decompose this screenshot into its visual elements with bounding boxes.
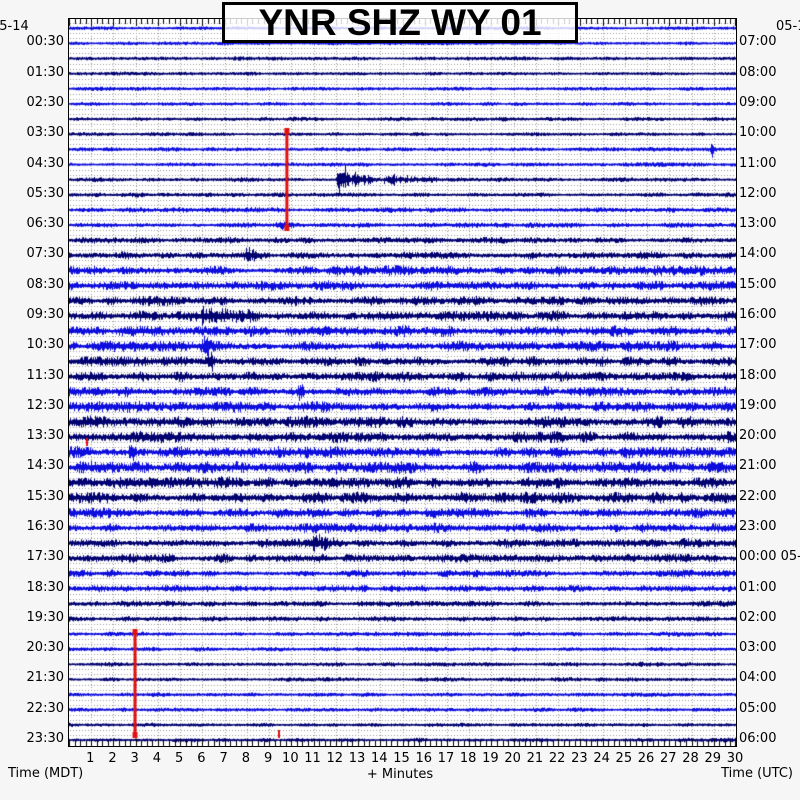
- right-time-label: 03:00: [739, 640, 777, 656]
- minute-label: 2: [108, 751, 117, 766]
- right-time-label: 01:00: [739, 579, 777, 595]
- minute-label: 7: [219, 751, 228, 766]
- left-time-label: 02:30: [26, 94, 64, 110]
- right-time-label: 08:00: [739, 64, 777, 80]
- right-time-label: 19:00: [739, 397, 777, 413]
- minute-label: 10: [282, 751, 299, 766]
- right-time-label: 07:00: [739, 34, 777, 50]
- left-axis-caption: Time (MDT): [8, 766, 84, 781]
- minute-label: 6: [197, 751, 206, 766]
- minute-label: 1: [86, 751, 95, 766]
- station-title-box: YNR SHZ WY 01: [222, 2, 578, 43]
- minute-label: 30: [726, 751, 744, 766]
- bottom-axis-caption: + Minutes: [366, 767, 434, 782]
- right-time-label: 04:00: [739, 670, 777, 686]
- left-time-label: 22:30: [26, 700, 64, 716]
- left-time-label: 05:30: [26, 185, 64, 201]
- left-time-label: 08:30: [26, 276, 64, 292]
- minute-label: 28: [682, 751, 699, 766]
- right-time-label: 13:00: [739, 216, 777, 232]
- minute-label: 21: [526, 751, 544, 766]
- minute-label: 24: [593, 751, 610, 766]
- minute-label: 4: [152, 751, 162, 766]
- minute-label: 22: [548, 751, 566, 766]
- minute-label: 20: [504, 751, 521, 766]
- minute-label: 8: [241, 751, 250, 766]
- date-top-right: 05-14: [776, 19, 800, 34]
- right-time-label: 21:00: [739, 458, 777, 474]
- left-time-label: 17:30: [26, 549, 64, 565]
- right-time-label: 18:00: [739, 367, 777, 383]
- minute-label: 27: [660, 751, 677, 766]
- left-time-label: 04:30: [26, 155, 64, 171]
- left-time-label: 07:30: [26, 246, 64, 262]
- right-time-label: 09:00: [739, 94, 777, 110]
- minute-label: 15: [393, 751, 410, 766]
- left-time-label: 13:30: [26, 428, 64, 444]
- left-time-label: 01:30: [26, 64, 64, 80]
- right-time-label: 10:00: [739, 125, 777, 141]
- minute-label: 3: [130, 751, 139, 766]
- right-time-label: 20:00: [739, 428, 777, 444]
- minute-label: 23: [571, 751, 588, 766]
- right-time-label: 06:00: [739, 731, 777, 747]
- minute-label: 5: [175, 751, 184, 766]
- left-time-label: 11:30: [26, 367, 64, 383]
- right-time-label: 14:00: [739, 246, 777, 262]
- left-time-label: 00:30: [26, 34, 64, 50]
- left-time-label: 03:30: [26, 125, 64, 141]
- minute-label: 18: [459, 751, 477, 766]
- right-axis-caption: Time (UTC): [721, 766, 793, 781]
- seismogram-canvas: [69, 19, 736, 746]
- page-title: YNR SHZ WY 01: [258, 1, 542, 43]
- date-top-left: 05-14: [0, 19, 29, 34]
- minute-label: 12: [326, 751, 344, 766]
- minute-label: 19: [482, 751, 499, 766]
- right-time-label: 05:00: [739, 700, 777, 716]
- minute-label: 17: [437, 751, 455, 766]
- helicorder-plot: [68, 18, 737, 747]
- minute-label: 29: [704, 751, 722, 766]
- left-time-label: 10:30: [26, 337, 64, 353]
- right-time-label: 17:00: [739, 337, 777, 353]
- left-time-label: 18:30: [26, 579, 64, 595]
- right-time-label: 16:00: [739, 306, 777, 322]
- left-time-label: 12:30: [26, 397, 64, 413]
- right-time-label: 00:00 05-15: [739, 549, 800, 565]
- minute-label: 9: [263, 751, 273, 766]
- left-time-label: 19:30: [26, 609, 64, 625]
- right-time-label: 02:00: [739, 609, 777, 625]
- right-time-label: 23:00: [739, 519, 777, 534]
- right-time-label: 15:00: [739, 276, 777, 292]
- right-time-label: 12:00: [739, 185, 777, 201]
- minute-label: 16: [415, 751, 432, 766]
- left-time-label: 23:30: [26, 731, 64, 747]
- minute-label: 13: [348, 751, 366, 766]
- right-time-label: 22:00: [739, 488, 777, 504]
- right-time-label: 11:00: [739, 155, 777, 171]
- left-time-label: 16:30: [26, 519, 64, 534]
- minute-label: 14: [370, 751, 388, 766]
- left-time-label: 15:30: [26, 488, 64, 504]
- minute-label: 25: [615, 751, 633, 766]
- left-time-label: 20:30: [26, 640, 64, 656]
- left-time-label: 14:30: [26, 458, 64, 474]
- minute-label: 11: [304, 751, 321, 766]
- left-time-label: 21:30: [26, 670, 64, 686]
- left-time-label: 09:30: [26, 306, 64, 322]
- left-time-label: 06:30: [26, 216, 64, 232]
- minute-label: 26: [637, 751, 655, 766]
